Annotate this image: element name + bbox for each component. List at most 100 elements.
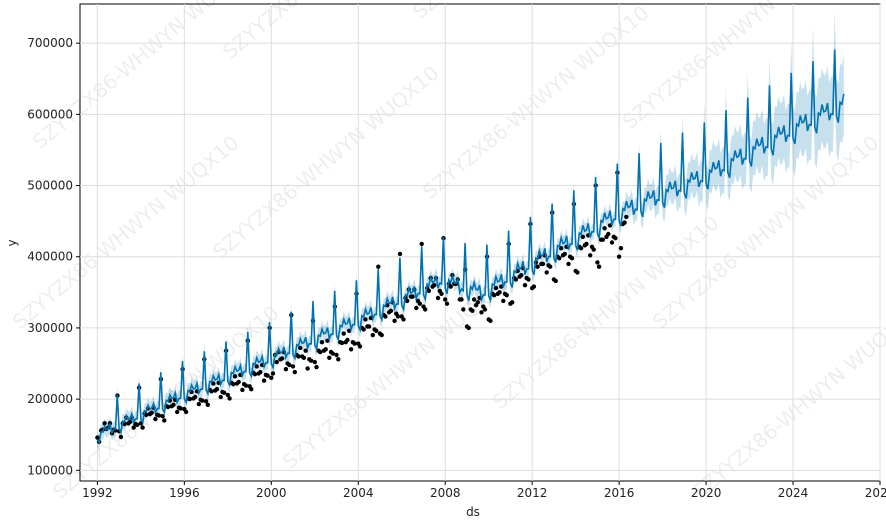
- observation-point: [361, 327, 366, 332]
- observation-point: [336, 357, 341, 362]
- observation-point: [205, 402, 210, 407]
- watermark-text: SZYYZX86-WHWYN WUQX10: [688, 301, 886, 504]
- observation-point: [200, 398, 205, 403]
- observation-point: [548, 264, 553, 269]
- observation-point: [127, 419, 133, 425]
- watermark-text: SZYYZX86-WHWYN WUQX10: [208, 61, 444, 264]
- observation-point: [232, 374, 238, 379]
- observation-point: [526, 277, 531, 282]
- observation-point: [221, 390, 227, 395]
- observation-point: [479, 310, 484, 315]
- observation-point: [193, 394, 198, 400]
- observation-point: [493, 285, 499, 291]
- observation-point: [470, 308, 475, 313]
- observation-point: [334, 352, 339, 358]
- observation-point: [287, 362, 292, 368]
- observation-point: [423, 307, 428, 312]
- observation-point: [544, 270, 549, 275]
- observation-point: [95, 435, 100, 440]
- observation-point: [274, 359, 279, 365]
- observation-point: [118, 434, 124, 440]
- observation-point: [395, 314, 401, 319]
- observation-point: [475, 300, 480, 305]
- observation-point: [265, 373, 270, 378]
- forecast-line: [96, 49, 845, 445]
- observation-point: [616, 254, 622, 259]
- observation-point: [482, 307, 488, 312]
- observation-point: [397, 251, 403, 257]
- observation-point: [140, 425, 145, 430]
- observation-point: [401, 317, 406, 322]
- observation-point: [252, 372, 258, 377]
- observation-point: [557, 256, 562, 261]
- y-tick-label: 100000: [27, 463, 73, 477]
- uncertainty-band: [97, 11, 844, 451]
- observation-point: [341, 331, 346, 336]
- observation-point: [419, 241, 424, 247]
- x-tick-label: 2024: [778, 486, 809, 500]
- observation-point: [196, 401, 202, 407]
- observation-point: [414, 305, 419, 311]
- observation-point: [584, 241, 589, 247]
- observation-point: [363, 317, 368, 322]
- observation-point: [432, 283, 437, 288]
- observation-point: [144, 412, 149, 417]
- observation-point: [227, 396, 232, 401]
- observation-point: [292, 369, 297, 375]
- observation-point: [231, 382, 236, 387]
- y-tick-label: 700000: [27, 36, 73, 50]
- x-tick-label: 2028: [865, 486, 886, 500]
- observation-point: [522, 283, 528, 288]
- observation-point: [290, 364, 296, 369]
- y-tick-label: 200000: [27, 392, 73, 406]
- observation-point: [491, 293, 497, 298]
- observation-point: [443, 297, 448, 302]
- observation-point: [531, 284, 537, 289]
- observation-point: [580, 234, 585, 239]
- y-tick-label: 300000: [27, 321, 73, 335]
- observation-point: [624, 214, 629, 220]
- x-axis-label: ds: [466, 505, 480, 519]
- observation-point: [595, 260, 600, 265]
- observation-point: [339, 340, 345, 346]
- y-tick-label: 500000: [27, 179, 73, 193]
- observation-point: [323, 347, 328, 352]
- observation-point: [622, 220, 627, 225]
- observation-point: [613, 236, 618, 241]
- observation-point: [325, 338, 330, 343]
- observation-point: [606, 231, 611, 237]
- observation-point: [488, 318, 493, 323]
- observation-point: [513, 277, 519, 282]
- observation-point: [280, 356, 285, 361]
- observation-point: [383, 314, 388, 319]
- observation-point: [153, 416, 158, 422]
- observation-point: [162, 418, 167, 423]
- observation-point: [225, 392, 230, 398]
- observation-point: [345, 337, 350, 343]
- observation-point: [296, 354, 301, 359]
- x-axis: 1992 1996 2000 2004 2008 2012 2016 2020 2024 2028: [82, 481, 886, 500]
- x-tick-label: 2008: [430, 486, 461, 500]
- observation-point: [283, 367, 289, 372]
- observation-point: [327, 355, 332, 360]
- uncertainty-band-area: [97, 11, 844, 451]
- observation-point: [439, 291, 444, 296]
- observation-point: [314, 364, 319, 370]
- observation-point: [497, 290, 502, 295]
- observation-point: [504, 293, 509, 298]
- watermark-text: SZYYZX86-WHWYN WUQX10: [8, 131, 244, 334]
- observation-point: [203, 399, 209, 404]
- observation-point: [471, 297, 477, 302]
- observation-point: [165, 404, 171, 410]
- x-tick-label: 1992: [82, 486, 113, 500]
- x-tick-label: 2016: [604, 486, 635, 500]
- observation-point: [575, 270, 580, 275]
- y-axis-label: y: [5, 239, 19, 246]
- observation-point: [102, 421, 107, 426]
- observation-point: [374, 328, 379, 333]
- observation-point: [135, 422, 140, 427]
- observation-point: [448, 284, 453, 289]
- observation-point: [405, 298, 410, 304]
- observation-point: [209, 389, 214, 394]
- observation-point: [346, 328, 352, 333]
